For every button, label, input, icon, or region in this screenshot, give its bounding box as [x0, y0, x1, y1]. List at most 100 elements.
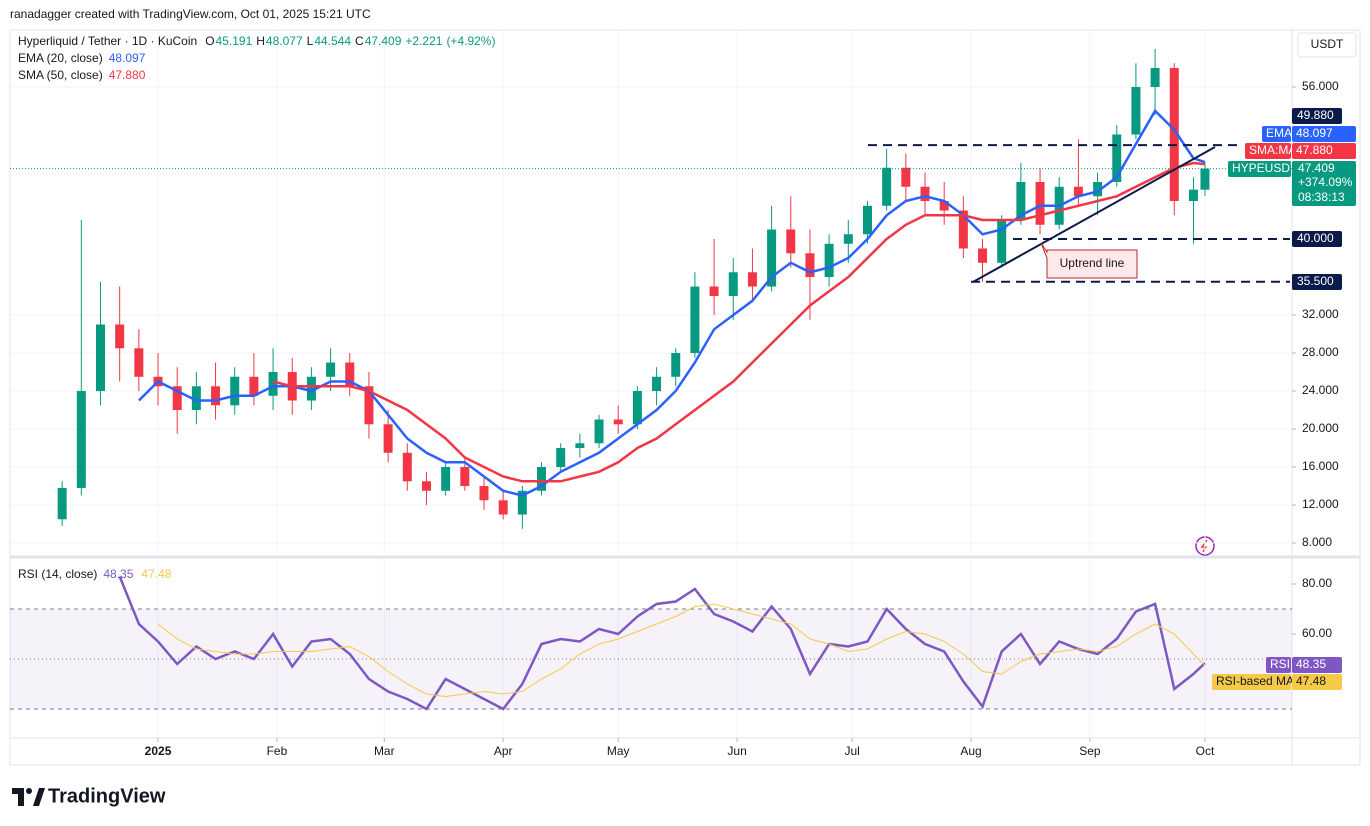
- legend-text: 44.544: [314, 34, 351, 48]
- candle-body: [920, 186, 930, 202]
- candle-body: [978, 248, 988, 263]
- level-tag: [1292, 274, 1342, 290]
- currency-box[interactable]: [1297, 32, 1357, 58]
- y-tick-label: 56.000: [1302, 79, 1339, 93]
- sma-name: SMA:MA: [1249, 143, 1296, 157]
- candle-body: [230, 376, 240, 406]
- ema-value: 48.097: [1296, 126, 1333, 140]
- candle-body: [345, 362, 355, 387]
- x-tick-label: Feb: [267, 744, 288, 758]
- legend-text: +2.221: [405, 34, 442, 48]
- candle-body: [1150, 68, 1160, 88]
- total-change: +374.09%: [1298, 175, 1353, 189]
- candle-body: [498, 500, 508, 515]
- candle-body: [172, 386, 182, 411]
- candle-body: [690, 286, 700, 354]
- legend-text: C: [355, 34, 364, 48]
- ma-line: [272, 161, 1206, 483]
- candle-body: [326, 362, 336, 377]
- indicator-line: [118, 576, 1206, 711]
- legend-text: 47.880: [109, 68, 146, 82]
- ema-name: EMA: [1266, 126, 1292, 140]
- candle-body: [479, 486, 489, 501]
- candle-body: [211, 386, 221, 406]
- level-label: 35.500: [1297, 274, 1334, 288]
- candle-body: [191, 386, 201, 411]
- legend-text: 48.35: [103, 567, 133, 581]
- candle-body: [1035, 182, 1045, 225]
- candle-body: [824, 243, 834, 278]
- credit: ranadagger created with TradingView.com,…: [10, 7, 371, 21]
- indicator-line: [157, 603, 1206, 698]
- candle-body: [594, 419, 604, 444]
- candle-body: [613, 419, 623, 425]
- legend-text: RSI (14, close): [18, 567, 97, 581]
- rsi-ma-value-box: [1292, 674, 1342, 690]
- countdown: 08:38:13: [1298, 190, 1345, 204]
- candle-body: [575, 443, 585, 449]
- sma-name-box: [1245, 143, 1291, 159]
- legend-text: H: [256, 34, 265, 48]
- candle-body: [517, 490, 527, 515]
- x-tick-label: May: [607, 744, 630, 758]
- candle-body: [843, 234, 853, 244]
- level-tag: [1292, 108, 1342, 124]
- symbol-name-box: [1228, 161, 1291, 177]
- rsi-value: 48.35: [1296, 657, 1326, 671]
- y-tick-label: 20.000: [1302, 421, 1339, 435]
- legend-text: SMA (50, close): [18, 68, 103, 82]
- candle-body: [997, 220, 1007, 263]
- candle-body: [1200, 168, 1210, 190]
- candle-body: [556, 448, 566, 468]
- candle-body: [958, 210, 968, 249]
- y-tick-label: 8.000: [1302, 535, 1332, 549]
- candle-body: [460, 467, 470, 487]
- legend-text: Hyperliquid / Tether · 1D · KuCoin: [18, 34, 197, 48]
- candle-body: [57, 487, 67, 520]
- logo-dot: [26, 788, 32, 794]
- legend-text: 47.409: [365, 34, 402, 48]
- candle-body: [383, 424, 393, 453]
- level-label: 49.880: [1297, 108, 1334, 122]
- candle-body: [1016, 182, 1026, 221]
- candle-body: [76, 391, 86, 488]
- candle-body: [96, 324, 106, 392]
- candle-body: [249, 376, 259, 396]
- legend-text: 48.077: [266, 34, 303, 48]
- rsi-name: RSI: [1270, 657, 1290, 671]
- candle-body: [939, 201, 949, 211]
- annotation: Uptrend line: [1060, 256, 1125, 270]
- trend-line: [972, 146, 1216, 283]
- candle-body: [632, 391, 642, 425]
- rsi-ma-name-box: [1212, 674, 1291, 690]
- level-label: 40.000: [1297, 231, 1334, 245]
- y-tick-label: 16.000: [1302, 459, 1339, 473]
- y-tick-label: 80.00: [1302, 576, 1332, 590]
- x-tick-label: Jun: [727, 744, 746, 758]
- candle-body: [709, 286, 719, 297]
- candle-body: [306, 376, 316, 401]
- y-tick-label: 60.00: [1302, 626, 1332, 640]
- candle-body: [1073, 186, 1083, 197]
- y-tick-label: 12.000: [1302, 497, 1339, 511]
- legend-text: L: [307, 34, 314, 48]
- ema-value-box: [1292, 126, 1356, 142]
- ma-line: [138, 108, 1206, 497]
- x-tick-label: Apr: [494, 744, 513, 758]
- candle-body: [901, 167, 911, 187]
- x-tick-label: Jul: [844, 744, 859, 758]
- price-value: 47.409: [1298, 161, 1335, 175]
- legend-text: 48.097: [109, 51, 146, 65]
- candle-body: [671, 353, 681, 377]
- annotation-box: [1040, 242, 1138, 279]
- candle-body: [786, 229, 796, 254]
- candle-body: [402, 452, 412, 482]
- candle-body: [268, 372, 278, 396]
- y-tick-label: 28.000: [1302, 345, 1339, 359]
- candle-body: [537, 467, 547, 491]
- x-tick-label: Mar: [374, 744, 395, 758]
- candle-body: [767, 229, 777, 287]
